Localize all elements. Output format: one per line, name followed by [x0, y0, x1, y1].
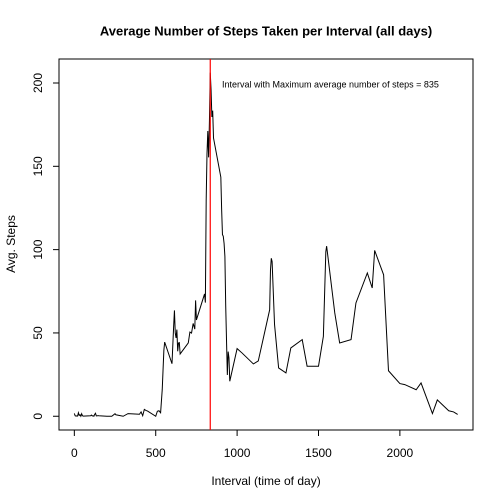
data-line — [73, 72, 458, 418]
y-tick-label: 200 — [31, 73, 45, 93]
y-tick-label: 100 — [31, 239, 45, 259]
x-axis-label: Interval (time of day) — [211, 474, 320, 488]
x-tick-label: 1500 — [305, 446, 332, 460]
y-axis-label: Avg. Steps — [4, 215, 18, 273]
x-tick-label: 500 — [146, 446, 166, 460]
y-tick-label: 0 — [31, 413, 45, 420]
annotation: Interval with Maximum average number of … — [222, 79, 439, 89]
y-tick-label: 50 — [31, 326, 45, 340]
chart-title: Average Number of Steps Taken per Interv… — [100, 23, 432, 38]
plot-area: Interval with Maximum average number of … — [73, 59, 458, 430]
x-tick-label: 1000 — [224, 446, 251, 460]
y-tick-label: 150 — [31, 156, 45, 176]
x-tick-label: 0 — [71, 446, 78, 460]
plot-box — [58, 58, 474, 431]
x-tick-label: 2000 — [387, 446, 414, 460]
